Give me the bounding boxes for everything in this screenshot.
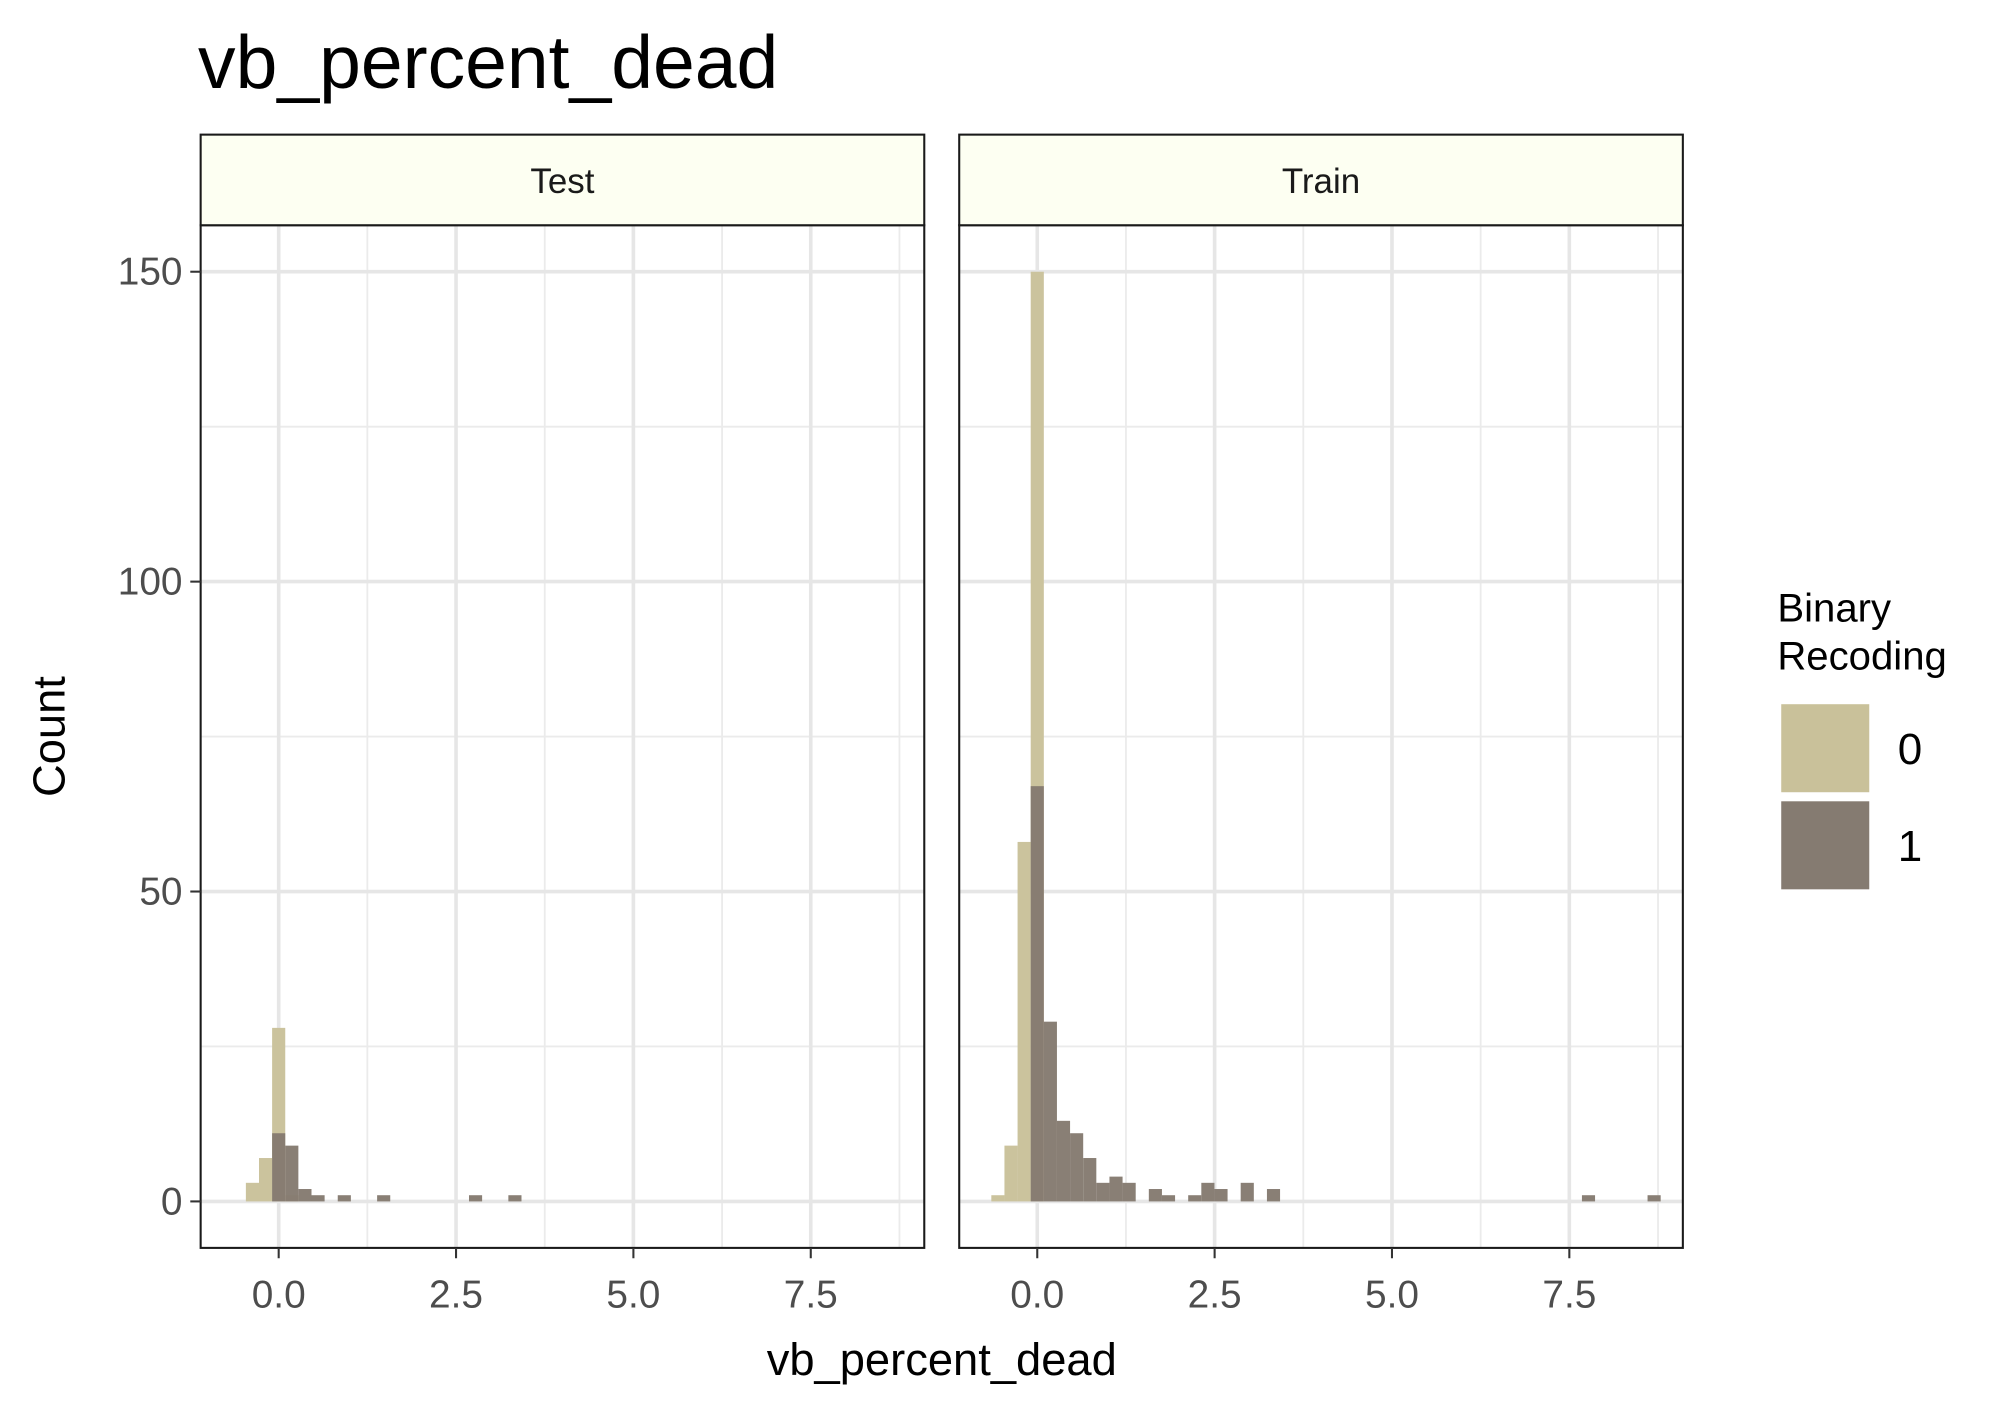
facet-strip-label: Test — [530, 162, 594, 201]
bar-train-series-1 — [1122, 1182, 1136, 1202]
facet-strip — [958, 133, 1684, 227]
x-tick-label: 5.0 — [1365, 1273, 1419, 1316]
bar-train-series-1 — [1581, 1195, 1596, 1202]
bar-test-series-1 — [377, 1195, 391, 1202]
facet-strip — [199, 133, 926, 227]
bar-test-series-1 — [508, 1195, 522, 1202]
y-tick-label: 150 — [118, 251, 183, 294]
bar-test-series-1 — [272, 1133, 286, 1202]
bar-train-series-1 — [1096, 1182, 1110, 1202]
bar-test-series-1 — [298, 1189, 312, 1202]
x-tick-label: 0.0 — [252, 1273, 306, 1316]
bar-test-series-1 — [311, 1195, 325, 1202]
y-tick-label: 100 — [118, 561, 183, 604]
bar-test-series-1 — [285, 1145, 299, 1202]
legend-title: Binary — [1777, 585, 1891, 630]
bar-train-series-1 — [1030, 786, 1044, 1202]
bar-train-series-1 — [1043, 1021, 1057, 1202]
y-axis-title: Count — [24, 676, 75, 797]
legend-key-0 — [1781, 704, 1870, 793]
bar-train-series-1 — [1161, 1195, 1176, 1202]
bar-train-series-0 — [1004, 1145, 1018, 1202]
legend-key-1 — [1781, 801, 1870, 890]
bar-train-series-1 — [1109, 1176, 1123, 1202]
bar-train-series-1 — [1214, 1189, 1228, 1202]
legend-title: Recoding — [1777, 633, 1946, 678]
bar-train-series-1 — [1201, 1182, 1215, 1202]
bar-train-series-1 — [1240, 1182, 1254, 1202]
bar-train-series-0 — [991, 1195, 1005, 1202]
bar-train-series-1 — [1647, 1195, 1661, 1202]
bar-train-series-0 — [1017, 841, 1031, 1202]
chart-title: vb_percent_dead — [198, 20, 778, 104]
bar-test-series-1 — [337, 1195, 351, 1202]
x-tick-label: 2.5 — [1188, 1273, 1242, 1316]
x-tick-label: 5.0 — [606, 1273, 660, 1316]
bar-train-series-1 — [1083, 1158, 1097, 1202]
y-tick-label: 50 — [139, 870, 182, 913]
bar-train-series-1 — [1056, 1120, 1071, 1202]
x-tick-label: 7.5 — [784, 1273, 838, 1316]
bar-train-series-1 — [1070, 1133, 1084, 1202]
bar-train-series-1 — [1188, 1195, 1202, 1202]
bar-test-series-0 — [245, 1182, 259, 1202]
x-axis-title: vb_percent_dead — [767, 1334, 1117, 1385]
x-tick-label: 2.5 — [429, 1273, 483, 1316]
x-tick-label: 7.5 — [1542, 1273, 1596, 1316]
legend-label: 0 — [1898, 725, 1922, 774]
bar-test-series-1 — [468, 1195, 483, 1202]
y-tick-label: 0 — [161, 1180, 183, 1223]
facet-strip-label: Train — [1282, 162, 1360, 201]
bar-test-series-0 — [258, 1158, 273, 1202]
bar-train-series-1 — [1266, 1189, 1281, 1202]
bar-train-series-1 — [1148, 1189, 1162, 1202]
legend-label: 1 — [1898, 822, 1922, 871]
x-tick-label: 0.0 — [1010, 1273, 1064, 1316]
